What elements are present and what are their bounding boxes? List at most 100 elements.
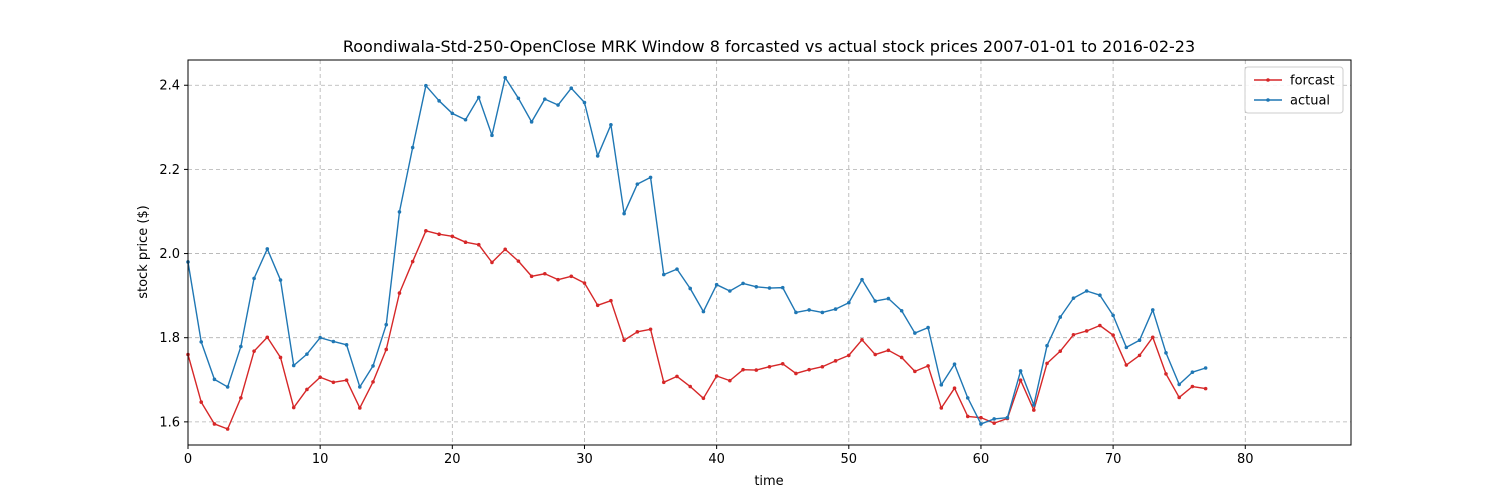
data-point-actual xyxy=(252,276,256,281)
legend-box xyxy=(1244,66,1344,114)
data-point-actual xyxy=(648,175,653,180)
data-point-actual xyxy=(529,120,534,124)
data-point-forcast xyxy=(754,368,759,372)
legend-marker-actual xyxy=(1266,98,1270,102)
x-tick-label: 70 xyxy=(1105,452,1122,467)
series-line-actual xyxy=(187,76,1206,425)
data-point-forcast xyxy=(886,348,891,353)
data-point-forcast xyxy=(305,387,309,392)
x-tick-label: 80 xyxy=(1237,452,1254,467)
axis-ticks: 0 10 20 30 40 50 60 70 80 1.6 1.8 2.0 2.2 2.4 xyxy=(159,79,1253,467)
data-point-forcast xyxy=(661,380,666,385)
data-point-forcast xyxy=(1203,386,1208,391)
data-point-forcast xyxy=(1084,329,1089,333)
data-point-forcast xyxy=(1071,332,1076,337)
data-point-actual xyxy=(490,133,494,138)
x-tick-label: 50 xyxy=(841,452,858,467)
data-point-actual xyxy=(635,182,640,186)
data-point-actual xyxy=(225,385,230,389)
data-point-forcast xyxy=(926,364,930,368)
data-point-forcast xyxy=(1124,363,1129,367)
data-point-actual xyxy=(595,154,600,158)
data-point-actual xyxy=(463,117,468,122)
data-point-forcast xyxy=(225,427,230,431)
data-point-actual xyxy=(741,281,745,286)
data-point-forcast xyxy=(212,422,217,426)
data-point-forcast xyxy=(1164,372,1168,376)
data-point-forcast xyxy=(358,406,362,410)
data-point-forcast xyxy=(265,335,270,340)
legend-label-actual: actual xyxy=(1290,94,1330,109)
data-point-actual xyxy=(952,362,957,367)
data-point-forcast xyxy=(291,405,296,410)
data-point-actual xyxy=(1177,382,1181,387)
data-point-actual xyxy=(846,300,851,305)
data-point-forcast xyxy=(846,353,851,358)
data-point-actual xyxy=(899,308,904,313)
data-point-actual xyxy=(675,267,679,271)
data-point-actual xyxy=(437,99,441,103)
y-tick-label: 1.6 xyxy=(159,415,180,430)
data-point-forcast xyxy=(318,375,322,380)
data-point-actual xyxy=(503,75,507,80)
data-point-actual xyxy=(794,310,798,315)
series-line-forcast xyxy=(187,230,1206,430)
data-point-forcast xyxy=(463,240,468,244)
data-point-actual xyxy=(397,210,402,214)
data-point-actual xyxy=(516,96,521,101)
data-point-forcast xyxy=(979,415,983,420)
data-point-actual xyxy=(1071,296,1076,300)
data-point-actual xyxy=(1005,415,1010,420)
data-point-actual xyxy=(450,111,455,116)
data-point-actual xyxy=(913,331,917,335)
data-point-actual xyxy=(965,396,970,400)
data-point-forcast xyxy=(807,367,811,372)
data-point-forcast xyxy=(278,355,283,360)
grid xyxy=(187,60,1351,445)
data-point-actual xyxy=(424,83,428,88)
data-point-actual xyxy=(384,322,389,327)
legend-entry-actual: actual xyxy=(1254,94,1330,109)
data-point-forcast xyxy=(1098,323,1102,328)
data-point-forcast xyxy=(913,369,917,374)
data-point-actual xyxy=(358,385,362,389)
data-point-actual xyxy=(1032,403,1036,407)
data-point-actual xyxy=(992,417,996,421)
legend-marker-forcast xyxy=(1266,78,1270,82)
data-point-forcast xyxy=(516,259,521,263)
data-point-forcast xyxy=(529,274,534,279)
data-point-forcast xyxy=(992,421,996,425)
x-axis-title: time xyxy=(754,474,783,489)
data-point-actual xyxy=(476,95,481,100)
data-point-actual xyxy=(582,100,587,105)
data-point-forcast xyxy=(965,414,970,419)
data-point-actual xyxy=(239,344,243,349)
data-point-actual xyxy=(767,286,772,290)
data-point-forcast xyxy=(437,232,441,236)
series-layer xyxy=(186,75,1208,431)
x-tick-label: 30 xyxy=(576,452,593,467)
data-point-actual xyxy=(780,285,785,290)
data-point-forcast xyxy=(1032,408,1036,412)
data-point-forcast xyxy=(1190,384,1195,389)
data-point-actual xyxy=(1164,351,1168,355)
x-tick-label: 10 xyxy=(312,452,329,467)
data-point-forcast xyxy=(543,271,547,276)
y-tick-label: 2.0 xyxy=(159,247,180,262)
data-point-actual xyxy=(661,272,666,277)
data-point-actual xyxy=(1137,338,1142,343)
data-point-forcast xyxy=(239,396,243,400)
data-point-actual xyxy=(344,343,349,347)
data-point-forcast xyxy=(675,374,679,379)
data-point-actual xyxy=(701,309,706,314)
data-point-forcast xyxy=(450,234,455,239)
data-point-actual xyxy=(873,299,878,303)
data-point-forcast xyxy=(1111,333,1115,337)
data-point-forcast xyxy=(252,349,256,353)
data-point-actual xyxy=(1111,313,1115,318)
data-point-actual xyxy=(212,377,217,382)
data-point-actual xyxy=(331,339,336,344)
data-point-forcast xyxy=(490,260,494,265)
data-point-forcast xyxy=(648,327,653,332)
